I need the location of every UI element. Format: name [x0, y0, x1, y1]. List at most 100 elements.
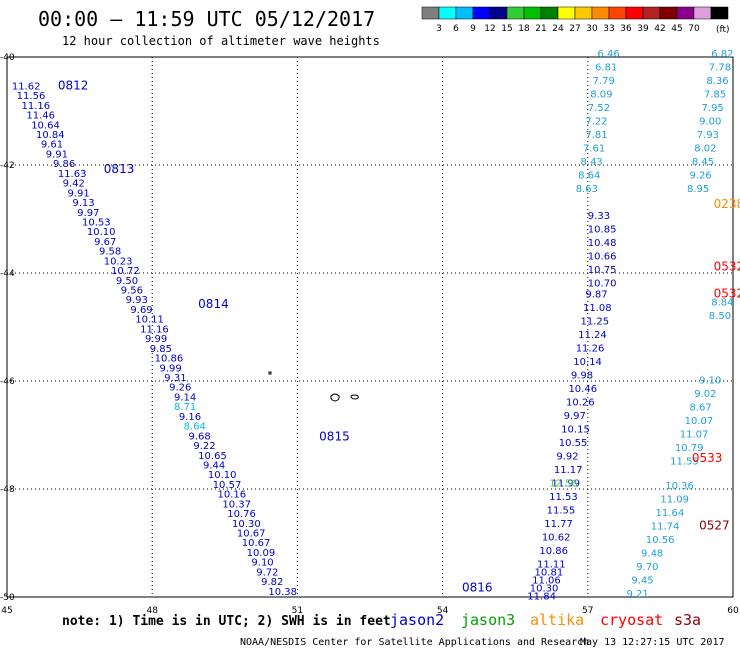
swh-value: 11.74 [651, 522, 680, 533]
chart-title: 00:00 – 11:59 UTC 05/12/2017 [38, 7, 375, 31]
swh-value: 10.37 [222, 499, 251, 510]
legend-swatch [455, 6, 474, 20]
swh-value: 10.23 [104, 256, 133, 267]
swh-value: 10.75 [588, 265, 617, 276]
swh-value: 9.68 [189, 431, 211, 442]
swh-value: 7.95 [702, 103, 724, 114]
satellite-cryosat: cryosat [600, 611, 663, 629]
swh-value: 11.08 [583, 303, 612, 314]
swh-value: 10.30 [232, 519, 261, 530]
swh-value: 10.30 [530, 584, 559, 595]
x-tick-label: 51 [292, 606, 303, 616]
swh-value: 8.67 [689, 403, 711, 414]
swh-value: 9.00 [699, 117, 721, 128]
swh-value: 8.71 [174, 402, 196, 413]
swh-value: 10.76 [227, 509, 256, 520]
legend-swatch [625, 6, 644, 20]
swh-value: 10.09 [247, 548, 276, 559]
swh-value: 11.55 [670, 457, 699, 468]
legend-label: 39 [637, 24, 649, 34]
swh-value: 10.79 [675, 443, 704, 454]
swh-value: 8.64 [578, 171, 600, 182]
swh-value: 11.24 [578, 330, 607, 341]
axis-ticks: 45 48 51 54 57 60 -40 -42 -44 -46 -48 -50 [0, 53, 739, 616]
legend-label: 18 [518, 24, 530, 34]
legend-label: 70 [688, 24, 700, 34]
swh-value: 9.92 [556, 451, 578, 462]
swh-value: 9.99 [159, 363, 181, 374]
legend-swatch [676, 6, 695, 20]
swh-value: 9.42 [63, 179, 85, 190]
legend-swatch [421, 6, 440, 20]
swh-value: 9.91 [68, 188, 90, 199]
satellite-jason3: jason3 [461, 611, 515, 629]
swh-value: 9.48 [641, 549, 663, 560]
swh-value: 9.10 [251, 558, 273, 569]
swh-value: 6.82 [711, 49, 733, 60]
swh-value: 11.62 [12, 81, 41, 92]
legend-swatch [489, 6, 508, 20]
swh-value: 11.77 [544, 519, 573, 530]
swh-value: 11.53 [549, 492, 578, 503]
legend-label: 42 [654, 24, 665, 34]
legend-swatch [591, 6, 610, 20]
y-tick-label: -40 [0, 53, 15, 63]
legend-swatch [608, 6, 627, 20]
swh-value: 8.43 [581, 157, 603, 168]
swh-value: 9.61 [41, 140, 63, 151]
swh-value: 9.50 [116, 276, 138, 287]
legend-swatch [438, 6, 457, 20]
swh-value: 7.52 [588, 103, 610, 114]
swh-value: 8.36 [706, 76, 728, 87]
legend-label: 15 [501, 24, 512, 34]
pass-time-label: 0533 [692, 451, 723, 465]
legend-label: 12 [484, 24, 495, 34]
footer-credit: NOAA/NESDIS Center for Satellite Applica… [240, 637, 589, 648]
island-crozet-west [350, 394, 359, 400]
swh-value: 9.69 [130, 305, 152, 316]
swh-value: 11.99 [552, 478, 581, 489]
swh-value: 11.17 [554, 465, 583, 476]
data-points: 11.6211.5611.1611.4610.6410.849.619.919.… [12, 49, 734, 603]
satellite-jason2: jason2 [390, 611, 444, 629]
legend-swatch [523, 6, 542, 20]
swh-value: 9.33 [588, 211, 610, 222]
swh-value: 10.53 [82, 217, 111, 228]
swh-value: 10.55 [559, 438, 588, 449]
footnote: note: 1) Time is in UTC; 2) SWH is in fe… [62, 614, 391, 629]
swh-value: 9.02 [694, 389, 716, 400]
pass-time-label: 0812 [58, 78, 89, 92]
swh-value: 10.11 [135, 315, 164, 326]
swh-value: 9.10 [699, 376, 721, 387]
swh-value: 8.50 [709, 311, 731, 322]
y-tick-label: -44 [0, 269, 15, 279]
swh-value: 11.84 [527, 592, 556, 603]
swh-value: 9.97 [77, 208, 99, 219]
swh-value: 10.36 [665, 481, 694, 492]
swh-value: 11.26 [576, 343, 605, 354]
legend-swatch [693, 6, 712, 20]
x-tick-label: 60 [727, 606, 739, 616]
swh-value: 9.26 [169, 383, 191, 394]
legend-units: (ft) [716, 25, 730, 35]
island-crozet-east [330, 393, 340, 402]
y-tick-label: -50 [0, 593, 15, 603]
legend-label: 21 [535, 24, 546, 34]
swh-value: 10.67 [242, 538, 271, 549]
legend-label: 24 [552, 24, 564, 34]
swh-value: 9.70 [636, 562, 658, 573]
swh-value: 8.09 [590, 90, 612, 101]
swh-value: 9.67 [94, 237, 116, 248]
swh-value: 8.95 [687, 184, 709, 195]
swh-value: 10.70 [588, 279, 617, 290]
swh-value: 9.26 [689, 171, 711, 182]
swh-value: 11.16 [22, 101, 51, 112]
grid-lines [7, 57, 733, 597]
swh-value: 8.02 [694, 144, 716, 155]
y-tick-label: -46 [0, 377, 15, 387]
swh-value: 9.16 [179, 412, 201, 423]
swh-value: 9.56 [121, 286, 143, 297]
swh-value: 9.22 [193, 441, 215, 452]
footer-timestamp: May 13 12:27:15 UTC 2017 [580, 637, 725, 648]
